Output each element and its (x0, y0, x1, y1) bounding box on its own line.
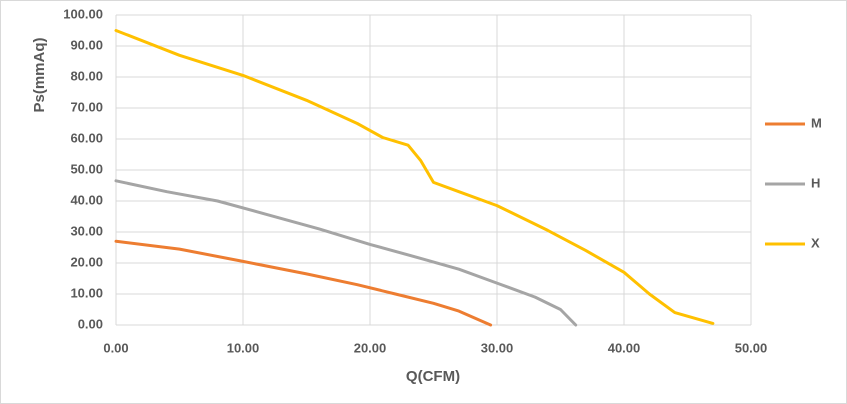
x-tick-label: 40.00 (608, 340, 641, 355)
x-tick-label: 50.00 (735, 340, 768, 355)
line-series (114, 29, 715, 325)
y-tick-label: 80.00 (70, 68, 103, 83)
y-tick-label: 90.00 (70, 37, 103, 52)
y-tick-label: 40.00 (70, 192, 103, 207)
x-tick-label: 30.00 (481, 340, 514, 355)
legend-label: M (811, 115, 822, 130)
x-tick-label: 20.00 (354, 340, 387, 355)
x-axis-label: Q(CFM) (406, 368, 460, 385)
y-tick-label: 100.00 (63, 6, 103, 21)
legend-label: X (811, 235, 820, 250)
y-tick-label: 70.00 (70, 99, 103, 114)
y-tick-label: 0.00 (78, 316, 103, 331)
line-series (114, 179, 578, 327)
legend-label: H (811, 175, 820, 190)
line-series (114, 239, 493, 327)
x-tick-label: 10.00 (227, 340, 260, 355)
x-tick-label: 0.00 (103, 340, 128, 355)
y-tick-label: 30.00 (70, 223, 103, 238)
y-tick-label: 20.00 (70, 254, 103, 269)
y-axis-label: Ps(mmAq) (31, 37, 48, 112)
y-tick-label: 10.00 (70, 285, 103, 300)
y-tick-label: 50.00 (70, 161, 103, 176)
y-tick-label: 60.00 (70, 130, 103, 145)
